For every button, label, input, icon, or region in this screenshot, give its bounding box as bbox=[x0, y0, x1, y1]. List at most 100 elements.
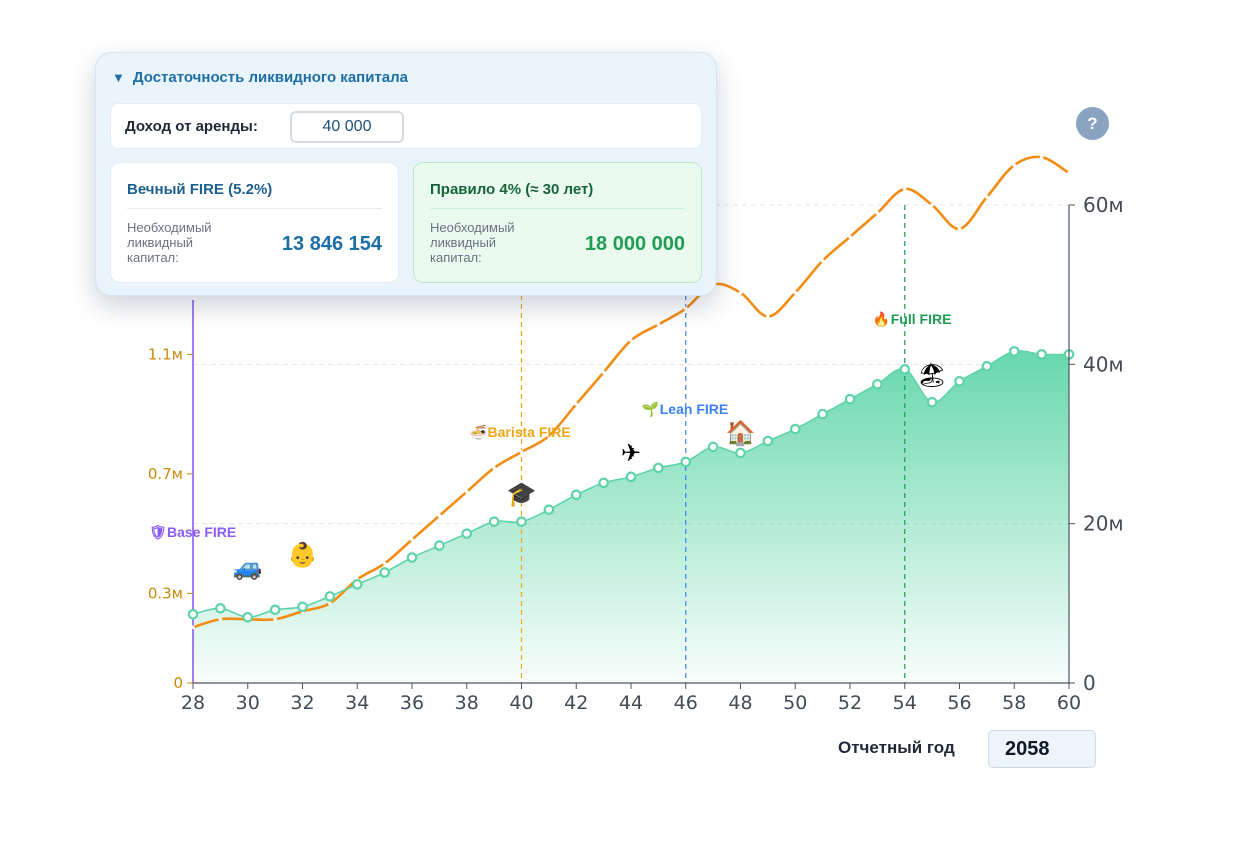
total-capital-point bbox=[382, 561, 387, 566]
total-capital-point bbox=[930, 203, 934, 207]
milestone-icon: 🛡 bbox=[149, 524, 167, 540]
liquid-capital-point bbox=[926, 396, 938, 408]
liquid-capital-point bbox=[215, 603, 226, 614]
total-capital-point bbox=[191, 625, 195, 630]
x-tick-label: 60 bbox=[1057, 692, 1081, 714]
total-capital-point bbox=[574, 402, 579, 406]
total-capital-point bbox=[547, 434, 551, 438]
x-tick-label: 58 bbox=[1002, 692, 1026, 714]
report-year-field[interactable]: 2058 bbox=[988, 730, 1096, 768]
x-tick-label: 54 bbox=[893, 692, 917, 714]
right-y-tick-label: 0 bbox=[1083, 671, 1096, 695]
liquid-capital-point bbox=[981, 361, 993, 372]
liquid-capital-point bbox=[598, 477, 609, 489]
milestone-label: Base FIRE bbox=[167, 524, 236, 540]
x-tick-label: 44 bbox=[619, 692, 643, 714]
liquid-capital-point bbox=[351, 579, 363, 590]
milestone-icon: 🔥 bbox=[873, 311, 890, 328]
total-capital-point bbox=[820, 258, 825, 263]
total-capital-point bbox=[848, 235, 852, 239]
right-y-tick-label: 40м bbox=[1083, 352, 1124, 376]
liquid-capital-point bbox=[406, 552, 418, 563]
liquid-capital-point bbox=[735, 447, 746, 459]
liquid-capital-point bbox=[187, 608, 199, 620]
left-y-tick-label: 0.3м bbox=[148, 584, 183, 602]
four-percent-rule-card: Правило 4% (≈ 30 лет) Необходимый ликвид… bbox=[413, 162, 702, 283]
left-y-tick-label: 1.1м bbox=[148, 345, 183, 363]
card-title: Вечный FIRE (5.2%) bbox=[127, 181, 273, 198]
card-divider bbox=[430, 208, 685, 209]
total-capital-point bbox=[957, 227, 962, 231]
milestone-label: Lean FIRE bbox=[660, 401, 728, 417]
total-capital-point bbox=[1067, 171, 1071, 175]
total-capital-point bbox=[629, 338, 633, 343]
left-y-tick-label: 0.7м bbox=[148, 465, 183, 483]
total-capital-point bbox=[902, 187, 907, 191]
milestone-icon: 🍜 bbox=[470, 424, 487, 440]
liquid-capital-point bbox=[899, 364, 911, 375]
liquid-capital-point bbox=[242, 611, 254, 623]
total-capital-point bbox=[985, 195, 989, 199]
liquid-capital-point bbox=[379, 567, 390, 578]
total-capital-point bbox=[766, 314, 770, 319]
x-tick-label: 52 bbox=[838, 692, 862, 714]
milestone-icon: 🌱 bbox=[642, 401, 659, 418]
required-capital-value: 13 846 154 bbox=[281, 233, 382, 255]
x-tick-label: 50 bbox=[783, 692, 807, 714]
total-capital-point bbox=[519, 450, 524, 454]
liquid-capital-point bbox=[434, 540, 445, 551]
x-tick-label: 32 bbox=[290, 692, 314, 714]
total-capital-point bbox=[683, 306, 688, 311]
help-button[interactable]: ? bbox=[1076, 107, 1109, 140]
total-capital-point bbox=[464, 490, 469, 494]
liquid-capital-point bbox=[680, 456, 692, 468]
panel-toggle[interactable]: ▼ Достаточность ликвидного капитала bbox=[112, 69, 408, 86]
rent-income-row: Доход от аренды: bbox=[110, 103, 702, 149]
x-tick-label: 48 bbox=[728, 692, 752, 714]
liquid-capital-point bbox=[297, 601, 308, 613]
milestone-label: Full FIRE bbox=[891, 311, 952, 327]
total-capital-point bbox=[793, 290, 798, 295]
required-capital-value: 18 000 000 bbox=[584, 233, 685, 255]
rent-income-input[interactable] bbox=[290, 111, 404, 143]
event-icon: 🎓 bbox=[507, 480, 537, 508]
total-capital-point bbox=[601, 370, 606, 375]
liquid-capital-point bbox=[461, 528, 473, 539]
liquid-capital-point bbox=[844, 393, 856, 405]
card-subtitle: Необходимый ликвидный капитал: bbox=[430, 220, 515, 265]
total-capital-point bbox=[738, 290, 743, 295]
total-capital-point bbox=[656, 322, 661, 327]
panel-title: Достаточность ликвидного капитала bbox=[132, 69, 409, 86]
capital-sufficiency-panel: ▼ Достаточность ликвидного капитала Дохо… bbox=[95, 52, 717, 296]
collapse-triangle-icon: ▼ bbox=[112, 70, 125, 85]
card-subtitle: Необходимый ликвидный капитал: bbox=[127, 220, 212, 265]
card-divider bbox=[127, 208, 382, 209]
right-y-tick-label: 20м bbox=[1083, 512, 1124, 536]
x-tick-label: 40 bbox=[509, 692, 533, 714]
right-y-tick-label: 60м bbox=[1083, 193, 1124, 217]
report-year-label: Отчетный год bbox=[838, 738, 955, 757]
liquid-capital-point bbox=[1008, 346, 1020, 357]
liquid-capital-point bbox=[543, 504, 555, 516]
liquid-capital-point bbox=[872, 378, 883, 390]
perpetual-fire-card: Вечный FIRE (5.2%) Необходимый ликвидный… bbox=[110, 162, 399, 283]
liquid-capital-area bbox=[193, 350, 1069, 683]
liquid-capital-point bbox=[817, 408, 828, 420]
x-tick-label: 42 bbox=[564, 692, 588, 714]
event-icon: 🏠 bbox=[726, 419, 756, 447]
liquid-capital-point bbox=[516, 516, 527, 527]
liquid-capital-point bbox=[954, 375, 965, 387]
total-capital-point bbox=[218, 617, 223, 622]
left-y-tick-label: 0 bbox=[173, 674, 183, 692]
event-icon: 👶 bbox=[288, 541, 318, 569]
x-tick-label: 46 bbox=[674, 692, 698, 714]
total-capital-point bbox=[328, 601, 332, 606]
total-capital-point bbox=[273, 617, 277, 622]
card-title: Правило 4% (≈ 30 лет) bbox=[430, 181, 594, 198]
liquid-capital-point bbox=[1036, 349, 1047, 360]
x-tick-label: 56 bbox=[947, 692, 971, 714]
event-icon: 🚙 bbox=[233, 553, 263, 581]
x-tick-label: 28 bbox=[181, 692, 205, 714]
total-capital-point bbox=[437, 513, 442, 518]
